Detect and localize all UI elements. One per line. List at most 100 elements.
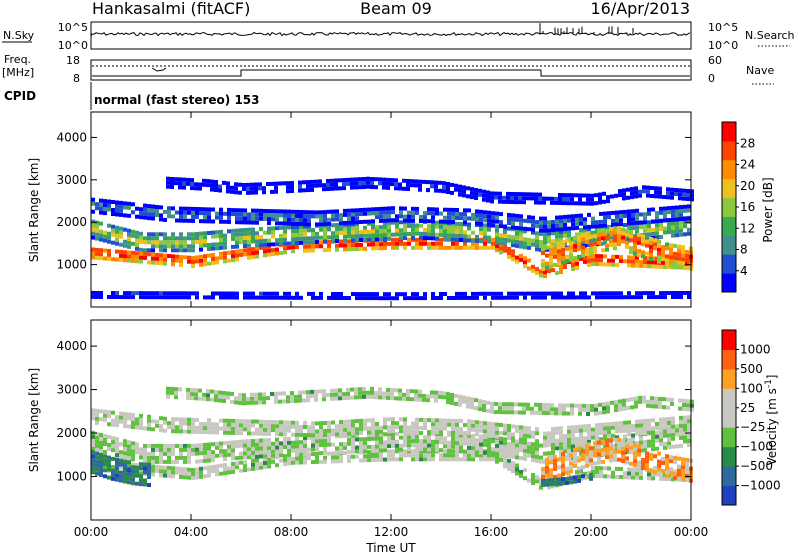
- heatmap-cell: [111, 295, 115, 299]
- heatmap-cell: [127, 480, 131, 485]
- heatmap-cell: [486, 194, 490, 199]
- heatmap-cell: [383, 425, 387, 430]
- heatmap-cell: [111, 418, 115, 423]
- heatmap-cell: [645, 455, 649, 460]
- heatmap-cell: [527, 291, 531, 296]
- heatmap-cell: [619, 222, 623, 227]
- heatmap-cell: [657, 259, 661, 264]
- heatmap-cell: [451, 457, 455, 462]
- heatmap-cell: [403, 214, 407, 219]
- heatmap-cell: [183, 467, 187, 472]
- heatmap-cell: [475, 238, 479, 243]
- heatmap-cell: [123, 479, 127, 484]
- heatmap-cell: [629, 449, 633, 454]
- heatmap-cell: [251, 447, 255, 451]
- heatmap-cell: [617, 234, 621, 239]
- heatmap-cell: [263, 230, 267, 235]
- heatmap-cell: [215, 215, 219, 220]
- heatmap-cell: [283, 437, 287, 442]
- heatmap-cell: [227, 295, 231, 300]
- heatmap-cell: [139, 451, 143, 456]
- heatmap-cell: [471, 446, 475, 451]
- heatmap-cell: [371, 448, 375, 453]
- heatmap-cell: [553, 250, 557, 255]
- heatmap-cell: [671, 436, 675, 441]
- heatmap-cell: [502, 195, 506, 200]
- heatmap-cell: [115, 295, 119, 299]
- heatmap-cell: [291, 229, 295, 234]
- heatmap-cell: [474, 192, 478, 196]
- heatmap-cell: [523, 291, 527, 296]
- heatmap-cell: [143, 207, 147, 212]
- heatmap-cell: [510, 200, 514, 204]
- heatmap-cell: [103, 434, 107, 438]
- heatmap-cell: [558, 403, 562, 408]
- heatmap-cell: [657, 451, 661, 456]
- heatmap-cell: [475, 221, 479, 226]
- heatmap-cell: [403, 236, 407, 241]
- heatmap-cell: [491, 447, 495, 452]
- heatmap-cell: [647, 476, 651, 481]
- heatmap-cell: [579, 439, 583, 444]
- heatmap-cell: [541, 467, 545, 471]
- heatmap-cell: [395, 220, 399, 225]
- heatmap-cell: [127, 456, 131, 461]
- heatmap-cell: [243, 228, 247, 232]
- heatmap-cell: [323, 239, 327, 244]
- heatmap-cell: [487, 291, 491, 296]
- heatmap-cell: [399, 447, 403, 452]
- heatmap-cell: [502, 402, 506, 407]
- heatmap-cell: [174, 181, 178, 186]
- heatmap-cell: [601, 228, 605, 233]
- heatmap-cell: [111, 410, 115, 415]
- heatmap-cell: [395, 443, 399, 448]
- heatmap-cell: [563, 438, 567, 442]
- colorbar-swatch: [722, 178, 736, 199]
- heatmap-cell: [355, 212, 359, 217]
- y-tick-label: 3000: [56, 173, 87, 187]
- heatmap-cell: [203, 231, 207, 236]
- heatmap-cell: [539, 291, 543, 296]
- colorbar-swatch: [722, 235, 736, 255]
- heatmap-cell: [455, 422, 459, 427]
- heatmap-cell: [111, 257, 115, 262]
- heatmap-cell: [123, 447, 127, 452]
- heatmap-cell: [563, 222, 567, 227]
- heatmap-cell: [487, 457, 491, 462]
- heatmap-cell: [135, 450, 139, 455]
- heatmap-cell: [578, 411, 582, 416]
- heatmap-cell: [179, 248, 183, 253]
- heatmap-cell: [254, 182, 258, 187]
- heatmap-cell: [415, 231, 419, 236]
- heatmap-cell: [127, 440, 131, 445]
- x-tick-label: 00:00: [674, 525, 709, 539]
- heatmap-cell: [606, 409, 610, 414]
- heatmap-cell: [651, 207, 655, 212]
- heatmap-cell: [607, 291, 611, 296]
- heatmap-cell: [641, 238, 645, 243]
- heatmap-cell: [647, 220, 651, 225]
- heatmap-cell: [286, 395, 290, 400]
- heatmap-cell: [239, 455, 243, 460]
- heatmap-cell: [427, 453, 431, 458]
- heatmap-cell: [255, 427, 259, 432]
- heatmap-cell: [155, 468, 159, 473]
- heatmap-cell: [518, 402, 522, 407]
- heatmap-cell: [431, 236, 435, 241]
- heatmap-cell: [115, 473, 119, 478]
- heatmap-cell: [171, 236, 175, 241]
- heatmap-cell: [191, 443, 195, 448]
- heatmap-cell: [451, 430, 455, 435]
- heatmap-cell: [95, 447, 99, 452]
- heatmap-cell: [263, 442, 267, 447]
- heatmap-cell: [511, 225, 515, 230]
- heatmap-cell: [451, 418, 455, 423]
- heatmap-cell: [166, 390, 170, 395]
- heatmap-cell: [218, 398, 222, 403]
- heatmap-cell: [167, 465, 171, 470]
- heatmap-cell: [186, 387, 190, 392]
- heatmap-cell: [427, 228, 431, 233]
- heatmap-cell: [685, 265, 689, 270]
- heatmap-cell: [95, 455, 99, 460]
- heatmap-cell: [291, 233, 295, 238]
